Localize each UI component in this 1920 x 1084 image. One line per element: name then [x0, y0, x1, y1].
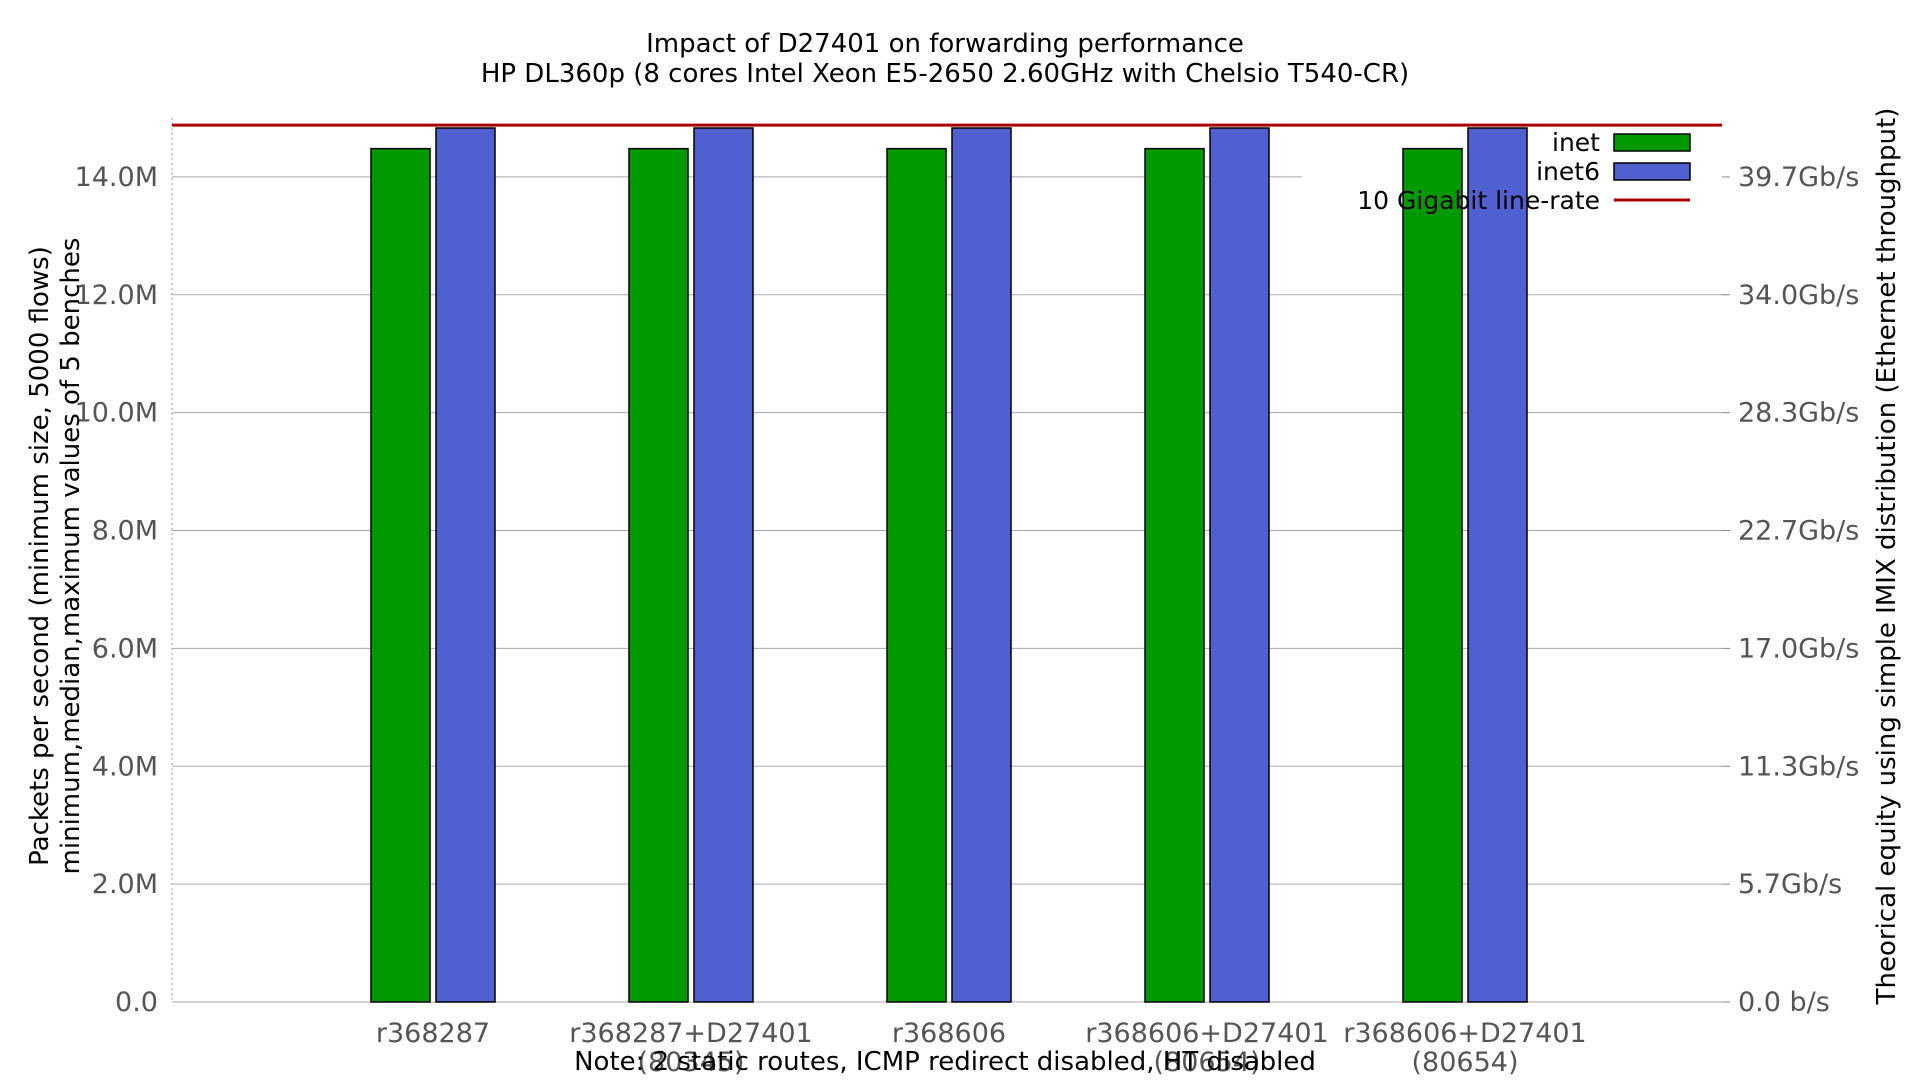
- bar-inet6: [1467, 127, 1528, 1003]
- bar-inet6: [1209, 127, 1270, 1003]
- y-tick-label: 0.0: [115, 987, 158, 1018]
- chart-subtitle: HP DL360p (8 cores Intel Xeon E5-2650 2.…: [481, 59, 1409, 89]
- x-tick-label: (80654): [1412, 1047, 1519, 1078]
- y2-tick-label: 5.7Gb/s: [1738, 869, 1842, 900]
- bar-inet6: [693, 127, 754, 1003]
- y-tick-label: 14.0M: [75, 162, 158, 193]
- y2-axis-title: Theorical equity using simple IMIX distr…: [1872, 108, 1902, 1006]
- y2-tick-label: 17.0Gb/s: [1738, 633, 1859, 664]
- y2-tick-label: 22.7Gb/s: [1738, 516, 1859, 547]
- x-axis-labels: r368287 r368287+D27401(80345) r368606 r3686…: [376, 1018, 1587, 1078]
- x-tick-label: (80345): [638, 1047, 745, 1078]
- y-tick-label: 8.0M: [92, 516, 158, 547]
- legend-swatch-inet6: [1613, 162, 1691, 181]
- legend-label-line-rate: 10 Gigabit line-rate: [1357, 186, 1600, 215]
- bar-inet: [1144, 147, 1205, 1003]
- bar-inet: [886, 147, 947, 1003]
- bars: [370, 127, 1528, 1003]
- x-tick-label: r368287+D27401: [569, 1018, 812, 1049]
- x-tick-label: r368606+D27401: [1085, 1018, 1328, 1049]
- x-tick-label: r368287: [376, 1018, 490, 1049]
- bar-inet: [628, 147, 689, 1003]
- x-tick-label: r368606+D27401: [1343, 1018, 1586, 1049]
- x-tick-label: r368606: [892, 1018, 1006, 1049]
- x-tick-label: (80654): [1154, 1047, 1261, 1078]
- legend-label-inet6: inet6: [1536, 157, 1600, 186]
- y2-tick-label: 34.0Gb/s: [1738, 280, 1859, 311]
- legend-label-inet: inet: [1552, 128, 1600, 157]
- bar-inet6: [951, 127, 1012, 1003]
- y-tick-label: 4.0M: [92, 751, 158, 782]
- y2-tick-label: 11.3Gb/s: [1738, 751, 1859, 782]
- bar-inet: [370, 147, 431, 1003]
- y2-tick-label: 39.7Gb/s: [1738, 162, 1859, 193]
- bar-inet6: [435, 127, 496, 1003]
- y-axis-subtitle: minimum,median,maximum values of 5 bench…: [56, 238, 86, 875]
- legend-swatch-inet: [1613, 133, 1691, 152]
- y-tick-label: 2.0M: [92, 869, 158, 900]
- legend: inet inet6 10 Gigabit line-rate: [1357, 128, 1691, 215]
- chart-title: Impact of D27401 on forwarding performan…: [646, 29, 1244, 59]
- footnote: Note: 2 static routes, ICMP redirect dis…: [574, 1047, 1316, 1077]
- y-axis-title: Packets per second (minimum size, 5000 f…: [25, 246, 55, 866]
- y-axis-right: 0.0 b/s 5.7Gb/s 11.3Gb/s 17.0Gb/s 22.7Gb/s 28…: [1722, 162, 1859, 1018]
- y-axis-left: 0.0 2.0M 4.0M 6.0M 8.0M 10.0M 12.0M 14.0M: [75, 118, 173, 1018]
- y-tick-label: 10.0M: [75, 398, 158, 429]
- y2-tick-label: 0.0 b/s: [1738, 987, 1830, 1018]
- y2-tick-label: 28.3Gb/s: [1738, 398, 1859, 429]
- y-tick-label: 6.0M: [92, 633, 158, 664]
- bar-inet: [1402, 147, 1463, 1003]
- y-tick-label: 12.0M: [75, 280, 158, 311]
